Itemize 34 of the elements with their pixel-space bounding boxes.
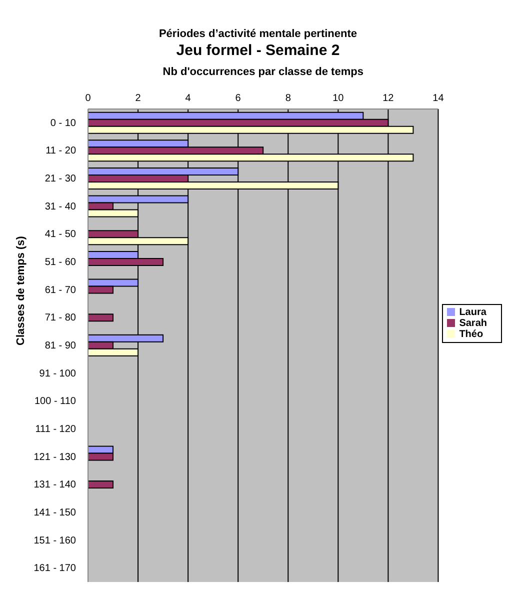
y-tick-label: 100 - 110 — [34, 396, 76, 408]
y-tick-label: 151 - 160 — [34, 535, 76, 546]
y-tick-label: 111 - 120 — [35, 424, 76, 435]
x-tick-label: 12 — [382, 93, 394, 104]
y-tick-label: 61 - 70 — [44, 284, 76, 296]
y-tick-label: 51 - 60 — [44, 257, 76, 268]
legend-label: Laura — [459, 306, 486, 318]
x-tick-label: 2 — [135, 93, 142, 104]
y-tick-label: 41 - 50 — [44, 229, 76, 240]
bar — [88, 480, 114, 489]
legend-label: Sarah — [459, 318, 487, 328]
y-tick-label: 0 - 10 — [50, 118, 76, 129]
x-tick-label: 8 — [285, 93, 292, 104]
y-tick-label: 141 - 150 — [34, 507, 76, 518]
y-tick-label: 161 - 170 — [34, 563, 76, 574]
x-tick-label: 0 — [85, 93, 92, 104]
x-tick-label: 14 — [432, 93, 444, 104]
legend-label: Théo — [459, 328, 484, 340]
x-axis-title: Nb d'occurrences par classe de temps — [162, 66, 364, 78]
x-tick-label: 4 — [185, 93, 192, 104]
x-tick-label: 10 — [332, 93, 344, 104]
y-tick-label: 121 - 130 — [34, 452, 76, 463]
bar — [88, 314, 114, 322]
y-tick-label: 131 - 140 — [34, 480, 76, 491]
chart-title: Périodes d’activité mentale pertinente — [158, 28, 358, 40]
y-tick-label: 71 - 80 — [44, 312, 76, 324]
y-tick-label: 81 - 90 — [44, 340, 76, 352]
y-tick-label: 91 - 100 — [39, 368, 76, 380]
y-tick-label: 11 - 20 — [46, 146, 76, 157]
y-tick-label: 31 - 40 — [44, 201, 76, 212]
y-axis-title: Classes de temps (s) — [14, 236, 27, 346]
y-tick-label: 21 - 30 — [44, 174, 76, 185]
x-tick-label: 6 — [235, 93, 242, 104]
chart-subtitle: Jeu formel - Semaine 2 — [175, 42, 341, 59]
